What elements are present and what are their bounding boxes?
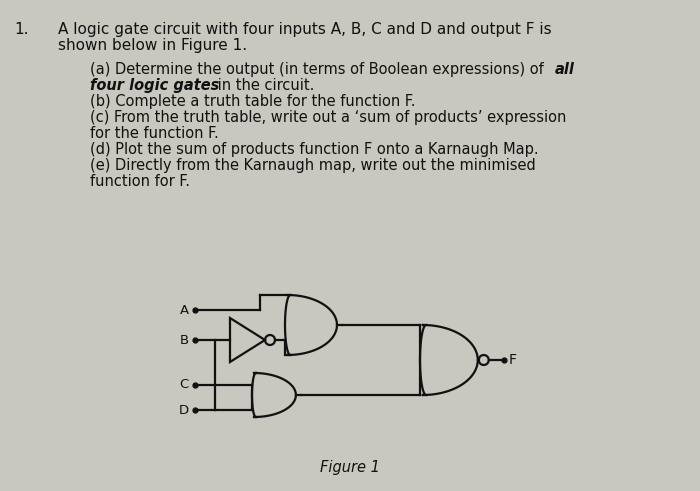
Text: B: B	[180, 333, 189, 347]
Text: in the circuit.: in the circuit.	[213, 78, 314, 93]
Text: 1.: 1.	[14, 22, 29, 37]
Text: (c) From the truth table, write out a ‘sum of products’ expression: (c) From the truth table, write out a ‘s…	[90, 110, 566, 125]
Text: shown below in Figure 1.: shown below in Figure 1.	[58, 38, 247, 53]
Text: (d) Plot the sum of products function F onto a Karnaugh Map.: (d) Plot the sum of products function F …	[90, 142, 538, 157]
Text: (e) Directly from the Karnaugh map, write out the minimised: (e) Directly from the Karnaugh map, writ…	[90, 158, 536, 173]
Text: A: A	[180, 303, 189, 317]
Text: (b) Complete a truth table for the function F.: (b) Complete a truth table for the funct…	[90, 94, 416, 109]
Text: all: all	[555, 62, 575, 77]
Text: A logic gate circuit with four inputs A, B, C and D and output F is: A logic gate circuit with four inputs A,…	[58, 22, 552, 37]
Text: for the function F.: for the function F.	[90, 126, 218, 141]
Text: D: D	[179, 404, 189, 416]
Text: four logic gates: four logic gates	[90, 78, 219, 93]
Text: function for F.: function for F.	[90, 174, 190, 189]
Text: F: F	[509, 353, 517, 367]
Text: (a) Determine the output (in terms of Boolean expressions) of: (a) Determine the output (in terms of Bo…	[90, 62, 548, 77]
Text: Figure 1: Figure 1	[320, 460, 380, 475]
Text: C: C	[180, 379, 189, 391]
